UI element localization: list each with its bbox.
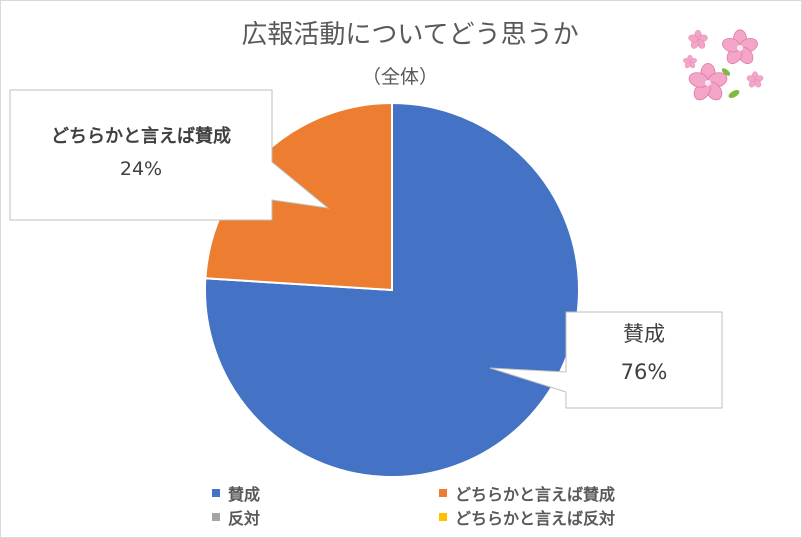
callout-box-leaning bbox=[9, 89, 330, 221]
callouts bbox=[9, 89, 723, 409]
callout-percent: 76% bbox=[620, 360, 668, 384]
callout-label-sansei-leaning: どちらかと言えば賛成 24% bbox=[10, 122, 272, 180]
legend-item: 反対 bbox=[212, 505, 260, 529]
legend-label: どちらかと言えば賛成 bbox=[455, 485, 616, 504]
cherry-blossom-icon bbox=[682, 29, 765, 104]
legend-item: どちらかと言えば反対 bbox=[439, 505, 615, 529]
chart-subtitle: （全体） bbox=[361, 66, 438, 88]
legend-swatch bbox=[212, 489, 220, 497]
chart-title: 広報活動についてどう思うか bbox=[241, 20, 579, 50]
callout-percent: 24% bbox=[119, 158, 163, 180]
callout-box-sansei bbox=[489, 311, 723, 409]
callout-category: 賛成 bbox=[623, 322, 665, 346]
legend-label: どちらかと言えば反対 bbox=[455, 509, 616, 528]
legend-label: 反対 bbox=[228, 509, 261, 528]
legend-item: どちらかと言えば賛成 bbox=[439, 481, 615, 505]
legend-swatch bbox=[212, 513, 220, 521]
callout-label-sansei: 賛成 76% bbox=[566, 318, 722, 384]
legend-label: 賛成 bbox=[228, 485, 261, 504]
legend-swatch bbox=[439, 489, 447, 497]
callout-category: どちらかと言えば賛成 bbox=[51, 126, 231, 147]
legend-swatch bbox=[439, 513, 447, 521]
legend-item: 賛成 bbox=[212, 481, 260, 505]
